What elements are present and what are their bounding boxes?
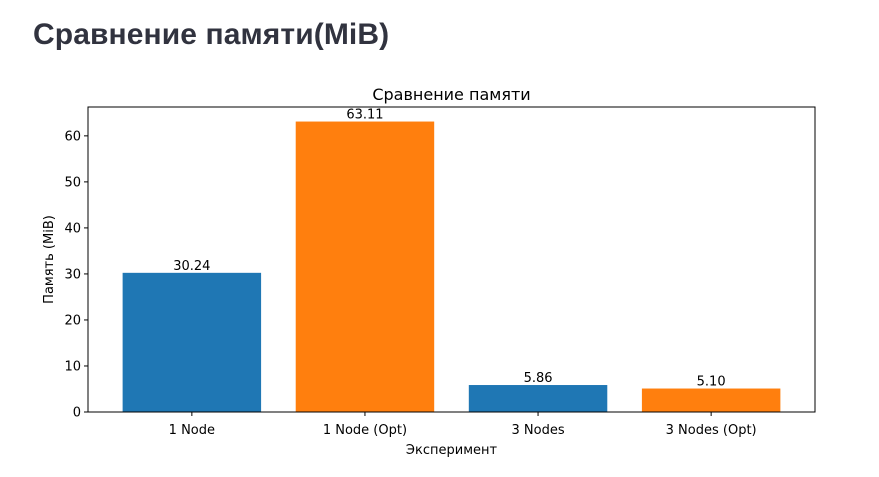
bar-1 bbox=[122, 272, 262, 412]
y-tick-label: 40 bbox=[64, 221, 81, 236]
y-tick-label: 0 bbox=[73, 406, 81, 421]
bar-4 bbox=[641, 388, 781, 412]
data-label-1: 30.24 bbox=[173, 259, 210, 274]
page-title: Сравнение памяти(MiB) bbox=[33, 18, 390, 51]
y-tick-label: 10 bbox=[64, 359, 81, 374]
x-axis: 1 Node 1 Node (Opt) 3 Nodes 3 Nodes (Opt) bbox=[169, 412, 757, 438]
y-tick-label: 30 bbox=[64, 267, 81, 282]
bar-2 bbox=[295, 121, 435, 413]
y-axis: 0 10 20 30 40 50 60 bbox=[64, 129, 88, 421]
x-tick-label: 1 Node bbox=[169, 423, 215, 438]
x-axis-label: Эксперимент bbox=[406, 443, 498, 458]
chart-title: Сравнение памяти bbox=[372, 85, 530, 104]
y-axis-label: Память (MiB) bbox=[42, 215, 57, 304]
x-tick-label: 3 Nodes (Opt) bbox=[666, 423, 757, 438]
x-tick-label: 3 Nodes bbox=[511, 423, 564, 438]
plot-frame bbox=[87, 106, 816, 413]
data-labels-layer: 30.24 63.11 5.86 5.10 bbox=[173, 108, 725, 390]
y-tick-label: 50 bbox=[64, 175, 81, 190]
y-tick-label: 20 bbox=[64, 313, 81, 328]
y-tick-label: 60 bbox=[64, 129, 81, 144]
data-label-2: 63.11 bbox=[346, 108, 383, 123]
data-label-4: 5.10 bbox=[697, 375, 726, 390]
bars-layer bbox=[122, 121, 781, 413]
x-tick-label: 1 Node (Opt) bbox=[323, 423, 407, 438]
data-label-3: 5.86 bbox=[524, 371, 553, 386]
bar-3 bbox=[468, 385, 608, 412]
